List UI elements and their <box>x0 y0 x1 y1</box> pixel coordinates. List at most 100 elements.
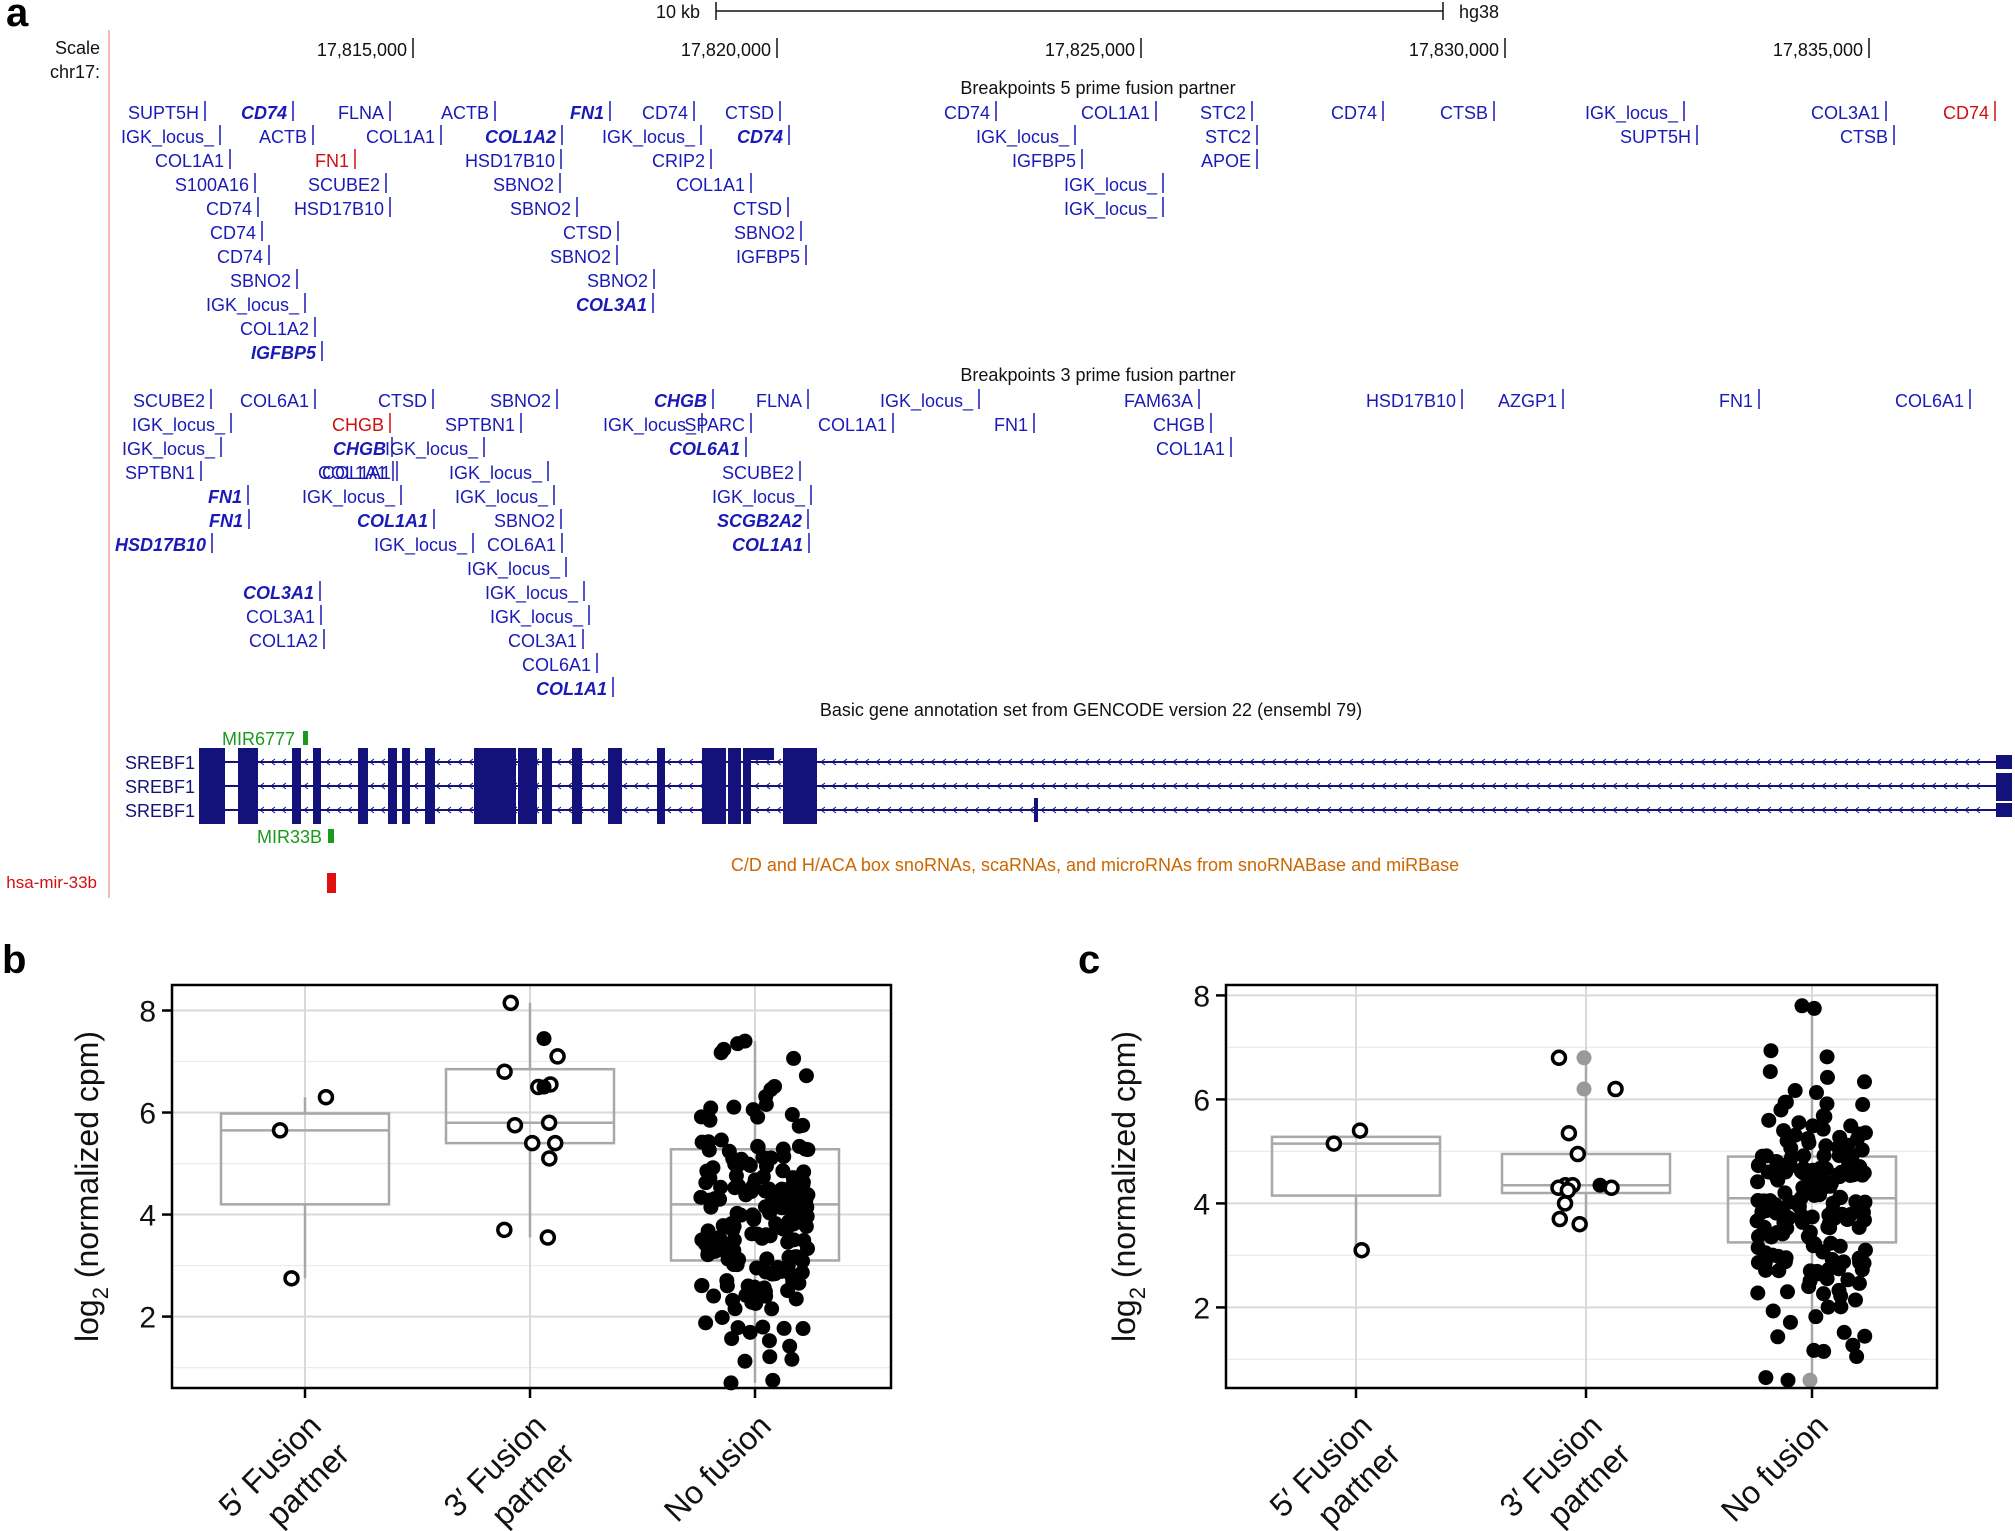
breakpoint-label: COL1A2 <box>485 127 556 147</box>
data-point-open <box>496 1063 513 1080</box>
data-point-no-fusion <box>1847 1292 1863 1308</box>
data-point-no-fusion <box>1800 1228 1816 1244</box>
data-point-no-fusion <box>798 1218 814 1234</box>
y-axis-label-rest: (normalized cpm) <box>1106 1031 1142 1287</box>
data-point-no-fusion <box>1759 1203 1775 1219</box>
data-point-no-fusion <box>795 1321 811 1337</box>
y-axis-label-subscript: 2 <box>88 1287 113 1299</box>
mirna-label-mir6777: MIR6777 <box>222 729 295 749</box>
gene-exon <box>542 796 552 824</box>
breakpoint-label: SBNO2 <box>493 175 554 195</box>
gene-utr <box>1996 803 2012 817</box>
track-5prime-title: Breakpoints 5 prime fusion partner <box>960 78 1235 98</box>
breakpoint-label: CTSD <box>733 199 782 219</box>
breakpoint-label: SUPT5H <box>128 103 199 123</box>
gene-exon <box>238 796 258 824</box>
data-point-no-fusion <box>737 1353 753 1369</box>
data-point-open <box>1550 1049 1568 1067</box>
breakpoint-label: COL3A1 <box>508 631 577 651</box>
chrom-position-label: 17,835,000 <box>1773 40 1863 60</box>
gene-strand-arrows <box>259 806 1981 814</box>
breakpoint-label: FN1 <box>315 151 349 171</box>
gene-exon <box>783 748 817 776</box>
data-point-no-fusion <box>1800 1166 1816 1182</box>
breakpoint-label: SCUBE2 <box>308 175 380 195</box>
data-point-no-fusion <box>1815 1108 1831 1124</box>
scale-bar <box>715 2 1444 20</box>
data-point-no-fusion <box>796 1164 812 1180</box>
data-point-open <box>506 1117 524 1134</box>
gene-name-label: SREBF1 <box>125 753 195 773</box>
gene-exon <box>292 796 301 824</box>
data-point-open <box>1560 1124 1578 1142</box>
breakpoint-label: COL3A1 <box>243 583 314 603</box>
data-point-filled <box>536 1031 552 1047</box>
x-category-line1: No fusion <box>1714 1407 1835 1528</box>
data-point-no-fusion <box>1857 1328 1873 1344</box>
data-point-open <box>271 1122 289 1139</box>
data-point-no-fusion <box>1780 1372 1796 1388</box>
gene-exon <box>728 772 741 800</box>
gene-exon <box>783 772 817 800</box>
breakpoint-label: IGK_locus_ <box>467 559 561 580</box>
breakpoint-label: CTSD <box>378 391 427 411</box>
breakpoint-label: FN1 <box>994 415 1028 435</box>
data-point-no-fusion <box>762 1205 778 1221</box>
data-point-no-fusion <box>1856 1212 1872 1228</box>
panel-c-label: c <box>1078 938 1100 982</box>
breakpoint-label: SBNO2 <box>587 271 648 291</box>
data-point-no-fusion <box>1776 1123 1792 1139</box>
gene-exon <box>518 748 537 776</box>
data-point-no-fusion <box>785 1216 801 1232</box>
data-point-no-fusion <box>1750 1229 1766 1245</box>
chrom-position-label: 17,830,000 <box>1409 40 1499 60</box>
data-point-no-fusion <box>1815 1121 1831 1137</box>
breakpoint-label: COL3A1 <box>576 295 647 315</box>
breakpoint-label: CHGB <box>1153 415 1205 435</box>
data-point-no-fusion <box>1825 1195 1841 1211</box>
data-point-no-fusion <box>716 1041 732 1057</box>
breakpoint-label: IGK_locus_ <box>976 127 1070 148</box>
breakpoint-label: CD74 <box>206 199 252 219</box>
data-point-no-fusion <box>759 1150 775 1166</box>
panel-b-label: b <box>2 938 26 982</box>
gene-exon <box>702 796 726 824</box>
data-point-open <box>540 1114 558 1131</box>
breakpoint-label: CHGB <box>333 439 386 459</box>
gene-name-label: SREBF1 <box>125 777 195 797</box>
data-point-no-fusion <box>726 1232 742 1248</box>
breakpoint-label: ACTB <box>259 127 307 147</box>
data-point-no-fusion <box>1794 998 1810 1014</box>
data-point-no-fusion <box>1843 1118 1859 1134</box>
gene-exon <box>313 748 321 776</box>
data-point-no-fusion <box>1750 1240 1766 1256</box>
data-point-open <box>1556 1195 1574 1212</box>
gene-exon <box>572 772 582 800</box>
breakpoint-label: CD74 <box>944 103 990 123</box>
breakpoint-label: HSD17B10 <box>465 151 555 171</box>
gene-exon <box>572 796 582 824</box>
data-point-no-fusion <box>800 1142 816 1158</box>
breakpoint-label: SBNO2 <box>734 223 795 243</box>
y-axis-label: log2 (normalized cpm) <box>69 1031 113 1342</box>
breakpoint-label: COL1A1 <box>366 127 435 147</box>
data-point-no-fusion <box>1750 1174 1766 1190</box>
data-point-no-fusion <box>1796 1148 1812 1164</box>
data-point-no-fusion <box>1773 1102 1789 1118</box>
data-point-no-fusion <box>795 1201 811 1217</box>
breakpoint-label: IGFBP5 <box>736 247 800 267</box>
data-point-no-fusion <box>1851 1275 1867 1291</box>
breakpoint-label: IGK_locus_ <box>455 487 549 508</box>
breakpoint-label: ACTB <box>441 103 489 123</box>
x-category-label: No fusion <box>1714 1407 1835 1528</box>
breakpoint-label: FLNA <box>756 391 802 411</box>
data-point-no-fusion <box>731 1178 747 1194</box>
data-point-no-fusion <box>1758 1370 1774 1386</box>
gene-exon <box>743 772 751 800</box>
gene-exon <box>542 748 552 776</box>
data-point-no-fusion <box>798 1068 814 1084</box>
gene-exon <box>474 748 516 776</box>
data-point-no-fusion <box>1782 1314 1798 1330</box>
breakpoint-label: FN1 <box>570 103 604 123</box>
breakpoint-label: IGK_locus_ <box>449 463 543 484</box>
